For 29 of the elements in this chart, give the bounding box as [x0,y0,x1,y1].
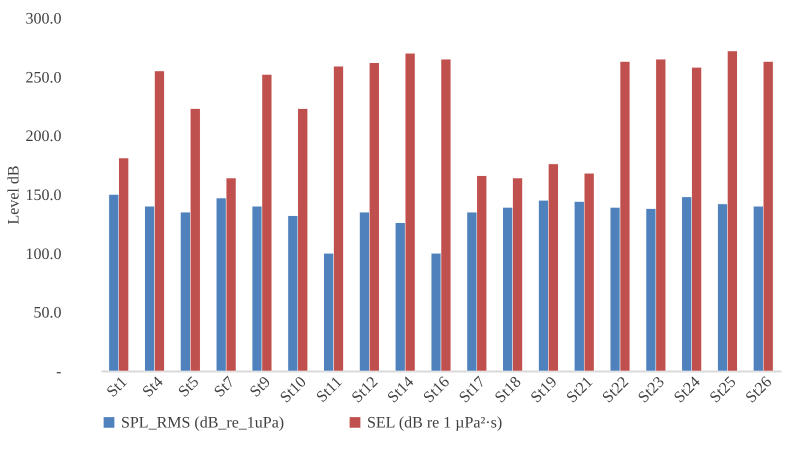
x-tick-label: St5 [175,374,202,401]
x-tick-label: St25 [706,374,740,406]
x-tick-label: St1 [104,374,131,401]
x-tick-label: St4 [139,374,167,401]
x-tick-label: St18 [492,374,525,406]
x-tick-label: St23 [635,374,668,406]
legend-label: SEL (dB re 1 µPa²·s) [367,414,502,432]
x-tick-label: St11 [313,374,346,406]
x-tick-label: St22 [599,374,632,406]
x-tick-label: St9 [246,374,274,401]
x-tick-label: St10 [277,374,310,406]
y-tick-label: 250.0 [26,69,62,86]
y-tick-label: 50.0 [34,304,62,322]
legend-label: SPL_RMS (dB_re_1uPa) [121,414,284,432]
y-tick-label: 150.0 [26,187,62,204]
x-tick-label: St14 [384,374,418,406]
y-tick-label: 300.0 [26,10,62,28]
x-tick-label: St17 [456,374,489,406]
y-tick-label: - [56,364,62,380]
x-tick-label: St21 [563,374,596,406]
x-tick-label: St16 [420,374,454,406]
x-tick-label: St12 [348,374,382,406]
x-tick-label: St26 [742,374,776,406]
x-tick-label: St19 [528,374,560,406]
y-axis-title: Level dB [6,165,22,225]
x-tick-label: St24 [670,374,704,406]
y-tick-label: 100.0 [26,246,62,263]
x-tick-label: St7 [211,374,238,401]
y-tick-label: 200.0 [26,128,62,146]
